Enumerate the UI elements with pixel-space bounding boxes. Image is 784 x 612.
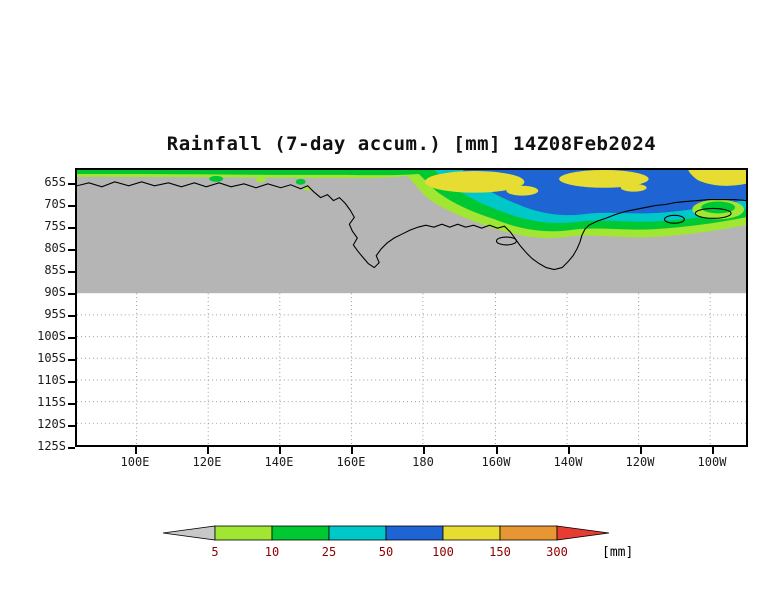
colorbar-label: 5 — [211, 545, 219, 559]
x-tick-label: 100W — [697, 455, 727, 469]
x-tick-mark — [423, 447, 425, 454]
island-outline — [663, 214, 685, 224]
y-tick-mark — [68, 403, 75, 405]
colorbar-segment-150-300 — [499, 525, 558, 541]
y-tick-label: 115S — [37, 395, 66, 409]
y-tick-label: 125S — [37, 439, 66, 453]
x-tick-mark — [496, 447, 498, 454]
x-tick-label: 160W — [481, 455, 511, 469]
rain-100-150mm-patch — [620, 183, 647, 192]
y-tick-label: 100S — [37, 329, 66, 343]
rain-100-150mm-patch — [559, 170, 649, 188]
island-outline — [495, 236, 517, 246]
x-tick-mark — [351, 447, 353, 454]
x-tick-label: 100E — [120, 455, 150, 469]
colorbar-segment-100-150 — [442, 525, 501, 541]
y-tick-label: 65S — [44, 175, 66, 189]
rain-100-150mm-patch — [424, 170, 525, 193]
chart-title: Rainfall (7-day accum.) [mm] 14Z08Feb202… — [166, 133, 657, 155]
colorbar-arrow-above-300 — [556, 525, 610, 541]
y-tick-mark — [68, 227, 75, 229]
colorbar-label: 25 — [321, 545, 337, 559]
antarctic-coast-path — [77, 181, 746, 271]
rain-fringe-patch — [295, 178, 306, 185]
x-tick-label: 140E — [264, 455, 294, 469]
y-tick-mark — [68, 293, 75, 295]
colorbar — [162, 525, 610, 541]
y-tick-mark — [68, 205, 75, 207]
y-tick-mark — [68, 381, 75, 383]
rain-fringe-patch — [255, 177, 266, 183]
y-tick-label: 105S — [37, 351, 66, 365]
x-tick-label: 160E — [336, 455, 366, 469]
x-tick-label: 180 — [412, 455, 434, 469]
y-tick-mark — [68, 337, 75, 339]
x-tick-mark — [135, 447, 137, 454]
x-tick-mark — [568, 447, 570, 454]
y-tick-label: 110S — [37, 373, 66, 387]
x-tick-mark — [279, 447, 281, 454]
y-tick-label: 70S — [44, 197, 66, 211]
colorbar-label: 300 — [546, 545, 568, 559]
y-tick-mark — [68, 183, 75, 185]
coastline — [77, 181, 746, 271]
colorbar-segment-50-100 — [385, 525, 444, 541]
colorbar-segment-5-10 — [214, 525, 273, 541]
y-tick-label: 75S — [44, 219, 66, 233]
rain-fringe-patch — [209, 175, 224, 182]
colorbar-segment-25-50 — [328, 525, 387, 541]
y-tick-mark — [68, 249, 75, 251]
x-tick-label: 120W — [625, 455, 655, 469]
colorbar-unit: [mm] — [602, 545, 634, 560]
x-tick-mark — [207, 447, 209, 454]
y-tick-label: 90S — [44, 285, 66, 299]
y-tick-label: 95S — [44, 307, 66, 321]
y-tick-mark — [68, 359, 75, 361]
y-tick-mark — [68, 447, 75, 449]
colorbar-label: 50 — [378, 545, 394, 559]
rain-100-150mm-patch — [688, 170, 746, 186]
latlon-grid — [77, 293, 746, 445]
x-tick-mark — [712, 447, 714, 454]
y-tick-label: 85S — [44, 263, 66, 277]
y-tick-label: 80S — [44, 241, 66, 255]
plot-frame — [75, 168, 748, 447]
colorbar-label: 100 — [432, 545, 454, 559]
y-tick-mark — [68, 315, 75, 317]
colorbar-label: 10 — [264, 545, 280, 559]
colorbar-arrow-below-5 — [162, 525, 216, 541]
rain-100-150mm-patch — [506, 185, 539, 196]
colorbar-segment-10-25 — [271, 525, 330, 541]
x-tick-mark — [640, 447, 642, 454]
rainfall-field — [77, 170, 746, 239]
y-tick-label: 120S — [37, 417, 66, 431]
map-canvas — [77, 170, 746, 445]
colorbar-label: 150 — [489, 545, 511, 559]
x-tick-label: 120E — [192, 455, 222, 469]
island-outline — [694, 207, 732, 219]
y-tick-mark — [68, 271, 75, 273]
x-tick-label: 140W — [553, 455, 583, 469]
y-tick-mark — [68, 425, 75, 427]
